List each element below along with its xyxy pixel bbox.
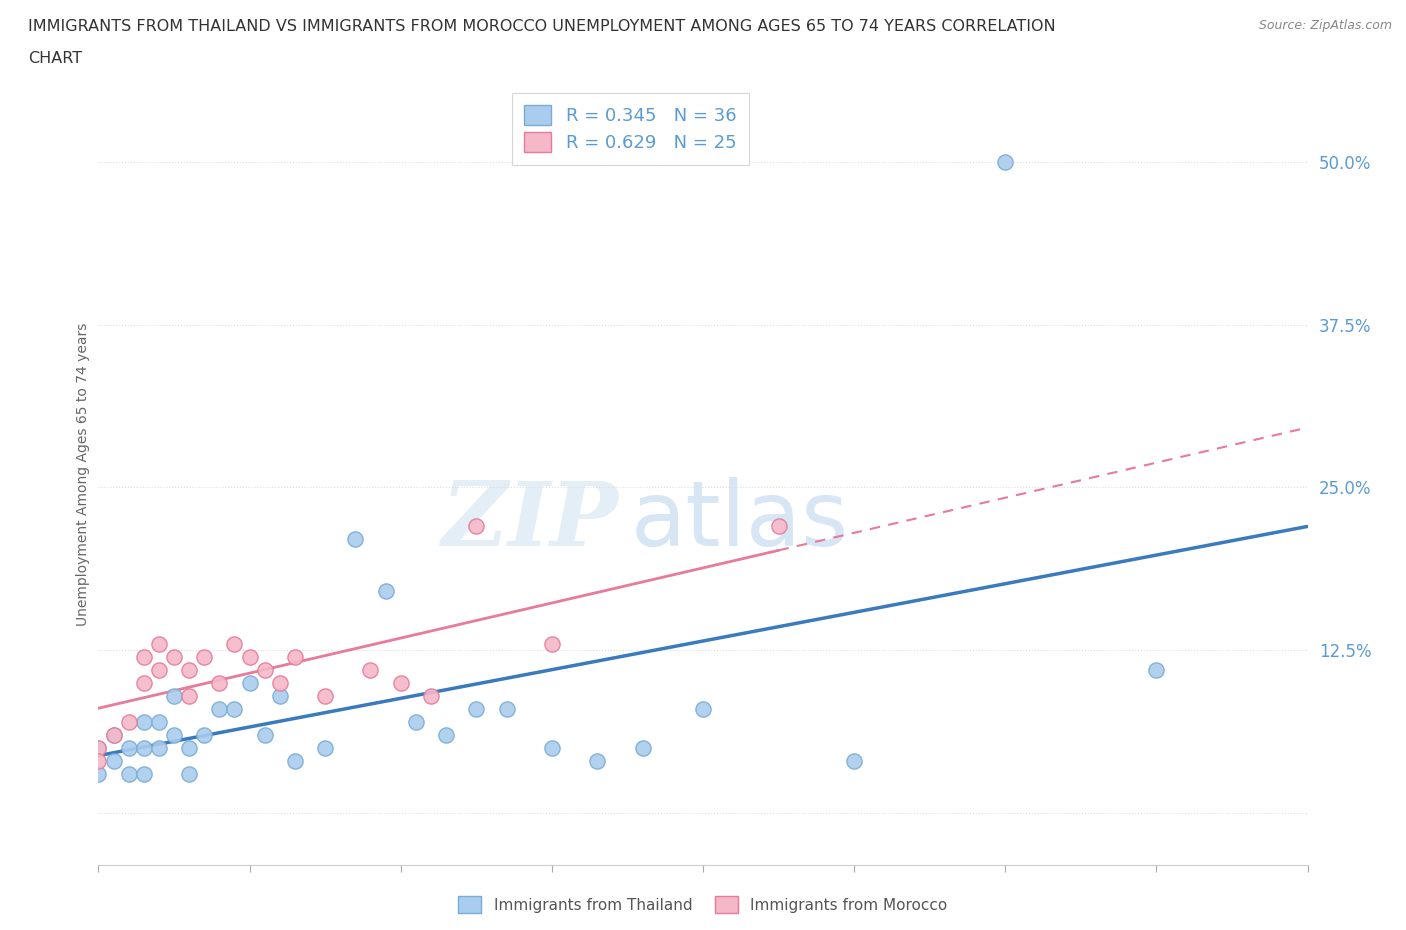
Point (163, 688, 186, 703)
Point (994, 154, 1017, 169)
Point (132, 675, 155, 690)
Point (87, 740, 110, 755)
Point (132, 714, 155, 729)
Point (103, 753, 125, 768)
Point (118, 714, 141, 729)
Point (103, 727, 125, 742)
Point (163, 649, 186, 664)
Point (495, 701, 517, 716)
Point (239, 649, 262, 664)
Point (540, 740, 562, 755)
Point (179, 766, 201, 781)
Point (692, 701, 714, 716)
Point (631, 740, 654, 755)
Point (465, 519, 488, 534)
Point (344, 532, 367, 547)
Point (132, 766, 155, 781)
Point (465, 701, 488, 716)
Point (224, 701, 246, 716)
Point (163, 727, 186, 742)
Point (118, 740, 141, 755)
Point (253, 727, 276, 742)
Point (844, 753, 866, 768)
Point (314, 688, 336, 703)
Point (1146, 662, 1168, 677)
Point (193, 727, 215, 742)
Text: IMMIGRANTS FROM THAILAND VS IMMIGRANTS FROM MOROCCO UNEMPLOYMENT AMONG AGES 65 T: IMMIGRANTS FROM THAILAND VS IMMIGRANTS F… (28, 19, 1056, 33)
Point (284, 649, 307, 664)
Point (118, 766, 141, 781)
Point (148, 714, 170, 729)
Point (434, 727, 457, 742)
Point (87, 766, 110, 781)
Point (374, 584, 396, 599)
Point (148, 636, 170, 651)
Point (284, 753, 307, 768)
Point (405, 714, 427, 729)
Text: CHART: CHART (28, 51, 82, 66)
Point (768, 519, 790, 534)
Point (132, 649, 155, 664)
Point (420, 688, 443, 703)
Point (224, 636, 246, 651)
Point (586, 753, 609, 768)
Legend: Immigrants from Thailand, Immigrants from Morocco: Immigrants from Thailand, Immigrants fro… (458, 897, 948, 912)
Point (253, 662, 276, 677)
Point (389, 675, 412, 690)
Point (314, 740, 336, 755)
Point (148, 740, 170, 755)
Point (269, 675, 291, 690)
Point (179, 688, 201, 703)
Text: Source: ZipAtlas.com: Source: ZipAtlas.com (1258, 19, 1392, 32)
Point (179, 740, 201, 755)
Point (269, 688, 291, 703)
Point (208, 701, 231, 716)
Text: atlas: atlas (630, 477, 849, 565)
Point (179, 662, 201, 677)
Point (540, 636, 562, 651)
Point (208, 675, 231, 690)
Legend: R = 0.345   N = 36, R = 0.629   N = 25: R = 0.345 N = 36, R = 0.629 N = 25 (512, 93, 749, 165)
Point (87, 753, 110, 768)
Point (239, 675, 262, 690)
Point (132, 740, 155, 755)
Point (148, 662, 170, 677)
Point (360, 662, 382, 677)
Text: ZIP: ZIP (443, 478, 619, 565)
Point (87, 740, 110, 755)
Point (103, 727, 125, 742)
Point (193, 649, 215, 664)
Y-axis label: Unemployment Among Ages 65 to 74 years: Unemployment Among Ages 65 to 74 years (76, 323, 90, 626)
